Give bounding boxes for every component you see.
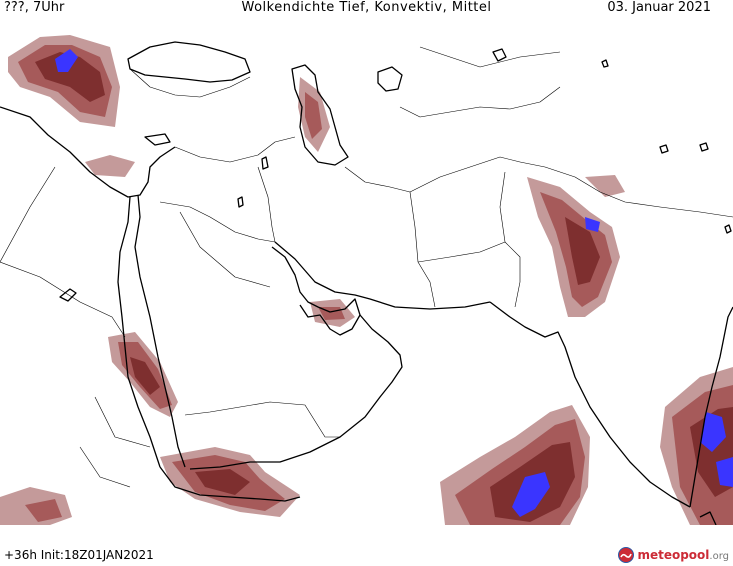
horn-of-africa-coast — [159, 466, 301, 502]
arabia-west-coast — [134, 194, 186, 468]
map-title: Wolkendichte Tief, Konvektiv, Mittel — [241, 0, 492, 15]
mediterranean-coast — [0, 106, 176, 198]
cyprus-coast — [144, 133, 171, 146]
island-coast — [699, 511, 717, 525]
iran-south-coast — [274, 241, 491, 310]
cloud-density-map — [0, 17, 733, 525]
coastlines — [0, 41, 733, 525]
cloud-layer-peak — [55, 49, 733, 517]
india-east-coast — [689, 306, 733, 508]
caspian-sea-coast — [291, 64, 349, 166]
brand-name: meteopool.org — [637, 548, 729, 562]
brand-tld: .org — [709, 551, 729, 562]
minor-features — [59, 48, 732, 302]
forecast-time-label: ???, 7Uhr — [4, 0, 65, 15]
country-borders — [0, 46, 733, 488]
meteopool-logo-icon — [618, 547, 635, 563]
forecast-run-label: +36h Init:18Z01JAN2021 — [4, 548, 154, 562]
india-west-coast — [489, 301, 691, 508]
brand-link[interactable]: meteopool.org — [618, 546, 729, 564]
brand-main: meteopool — [637, 548, 710, 562]
aral-sea-coast — [377, 66, 403, 92]
oman-coast — [189, 314, 403, 470]
forecast-date-label: 03. Januar 2021 — [607, 0, 711, 15]
persian-gulf-coast — [271, 246, 361, 336]
africa-red-sea-coast — [117, 196, 161, 468]
black-sea-coast — [127, 41, 251, 83]
